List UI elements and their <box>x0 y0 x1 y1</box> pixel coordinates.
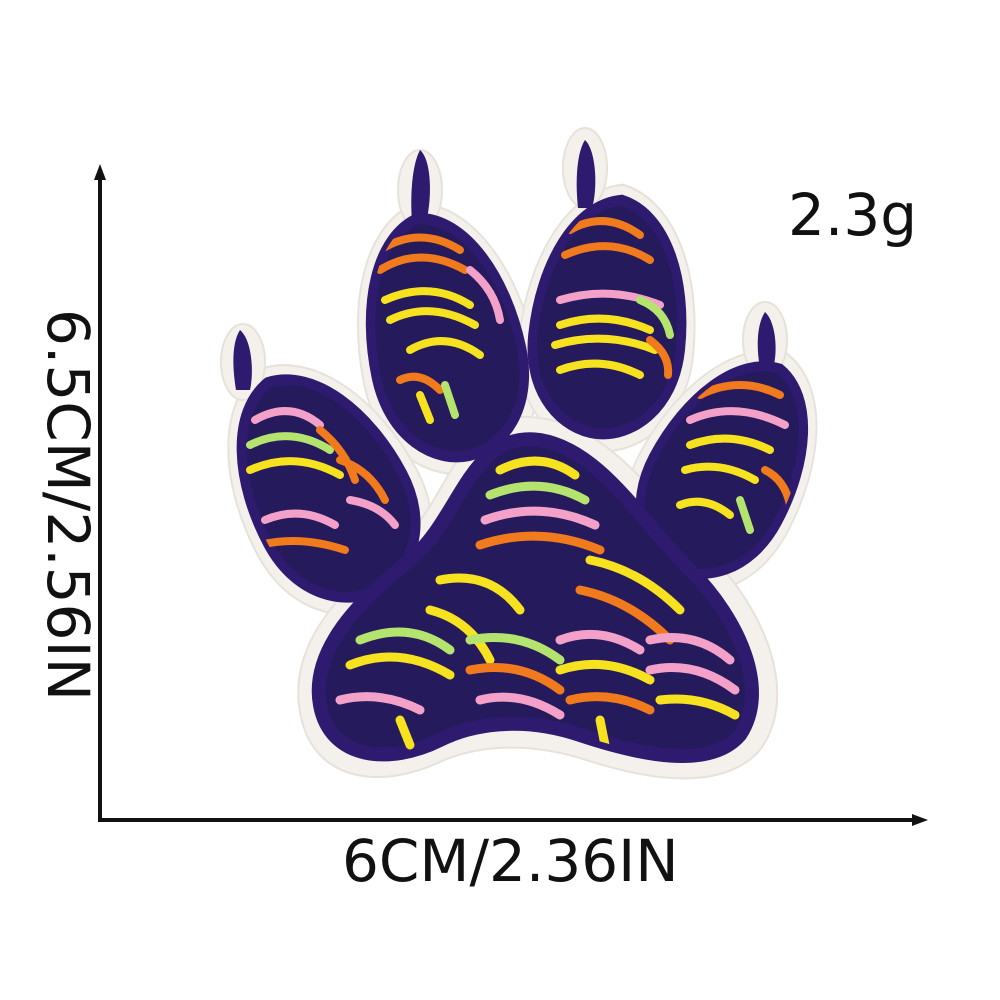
paw-print-patch <box>180 127 863 780</box>
claw-3 <box>233 330 252 390</box>
claw-4 <box>757 312 776 368</box>
toe-pad-4 <box>612 336 841 600</box>
horizontal-axis-arrowhead <box>912 814 928 826</box>
toe-pad-1 <box>346 203 541 471</box>
vertical-axis-arrowhead <box>94 164 106 180</box>
main-pad <box>319 439 752 756</box>
weight-label: 2.3g <box>788 181 918 249</box>
toe-pad-2 <box>523 192 695 441</box>
dimension-axes <box>94 164 928 826</box>
claws <box>233 140 776 390</box>
width-dimension-label: 6CM/2.36IN <box>342 827 679 895</box>
toe-pad-3 <box>201 347 445 625</box>
claw-2 <box>576 140 596 208</box>
height-dimension-label: 6.5CM/2.56IN <box>34 309 102 701</box>
claw-1 <box>411 150 430 222</box>
